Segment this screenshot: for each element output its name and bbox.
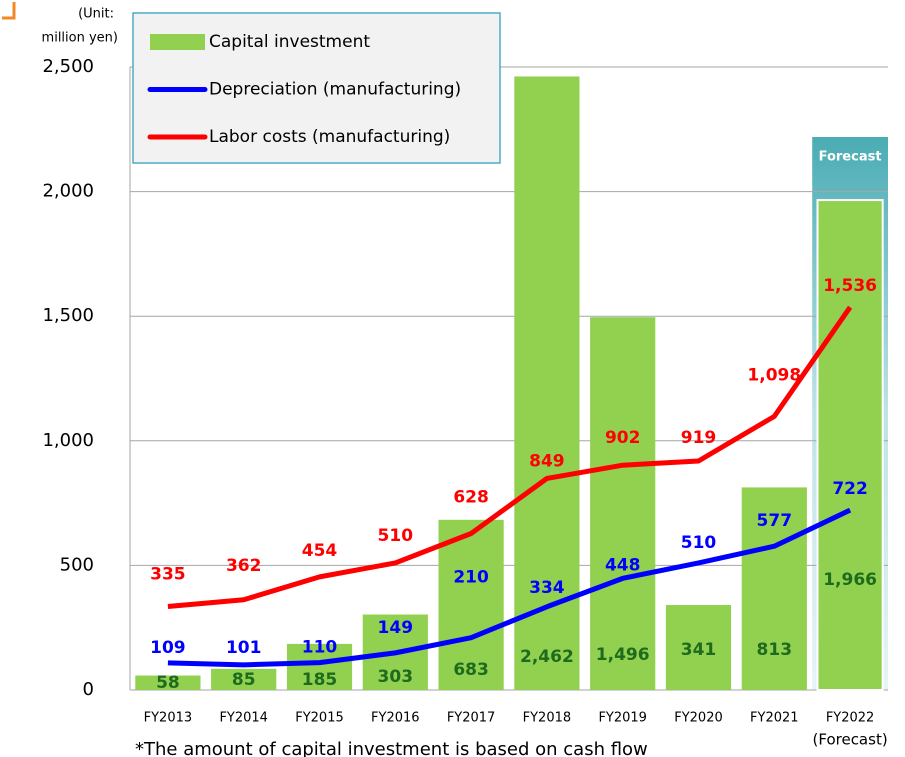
y-unit: (Unit: <box>78 7 114 22</box>
data-label: 362 <box>226 556 262 576</box>
bar <box>590 317 656 690</box>
x-tick-label: FY2019 <box>598 711 647 726</box>
x-tick-label: FY2020 <box>674 711 723 726</box>
x-tick-label: FY2016 <box>371 711 420 726</box>
data-label: 722 <box>832 479 868 499</box>
data-label: 85 <box>232 670 256 690</box>
data-label: 101 <box>226 638 262 658</box>
x-tick-label: FY2017 <box>447 711 496 726</box>
y-unit: million yen) <box>42 31 118 46</box>
y-tick-label: 1,000 <box>42 430 94 451</box>
bar <box>741 487 807 690</box>
data-label: 454 <box>302 541 338 561</box>
data-label: 628 <box>453 488 489 508</box>
data-label: 58 <box>156 673 180 693</box>
data-label: 1,966 <box>823 570 877 590</box>
x-tick-label: FY2014 <box>219 711 268 726</box>
data-label: 683 <box>453 660 489 680</box>
bar <box>438 519 504 690</box>
x-tick-label: FY2013 <box>144 711 193 726</box>
x-tick-label: FY2015 <box>295 711 344 726</box>
corner-mark <box>2 2 16 20</box>
data-label: 1,098 <box>747 365 801 385</box>
data-label: 185 <box>302 670 338 690</box>
bar <box>514 76 580 690</box>
legend-label: Labor costs (manufacturing) <box>209 127 450 147</box>
data-label: 510 <box>378 526 414 546</box>
legend-label: Capital investment <box>209 32 370 52</box>
forecast-label: Forecast <box>819 150 882 165</box>
y-tick-label: 500 <box>60 554 94 575</box>
legend-label: Depreciation (manufacturing) <box>209 80 461 100</box>
legend-swatch <box>150 34 205 50</box>
data-label: 1,536 <box>823 276 877 296</box>
data-label: 510 <box>681 533 717 553</box>
bar <box>286 643 353 690</box>
data-label: 849 <box>529 451 565 471</box>
footnote: *The amount of capital investment is bas… <box>135 739 648 757</box>
data-label: 109 <box>150 638 186 658</box>
y-tick-label: 2,500 <box>42 56 94 77</box>
forecast-note: (Forecast) <box>813 731 888 749</box>
data-label: 902 <box>605 428 641 448</box>
bar <box>211 668 277 690</box>
line <box>167 305 853 610</box>
x-tick-label: FY2021 <box>750 711 799 726</box>
data-label: 1,496 <box>596 645 650 665</box>
bar <box>816 199 884 691</box>
data-label: 334 <box>529 578 565 598</box>
data-label: 335 <box>150 565 186 585</box>
x-tick-label: FY2018 <box>523 711 572 726</box>
data-label: 210 <box>453 568 489 588</box>
bar <box>665 605 732 690</box>
data-label: 2,462 <box>520 647 574 667</box>
x-tick-label: FY2022 <box>826 711 875 726</box>
data-label: 303 <box>378 667 414 687</box>
y-tick-label: 1,500 <box>42 305 94 326</box>
data-label: 813 <box>757 640 793 660</box>
line <box>167 507 852 668</box>
data-label: 919 <box>681 428 717 448</box>
bar <box>135 675 201 690</box>
data-label: 110 <box>302 638 338 658</box>
data-label: 341 <box>681 640 717 660</box>
data-label: 577 <box>757 511 793 531</box>
y-tick-label: 0 <box>83 679 94 700</box>
y-tick-label: 2,000 <box>42 181 94 202</box>
data-label: 448 <box>605 555 641 575</box>
data-label: 149 <box>378 618 414 638</box>
